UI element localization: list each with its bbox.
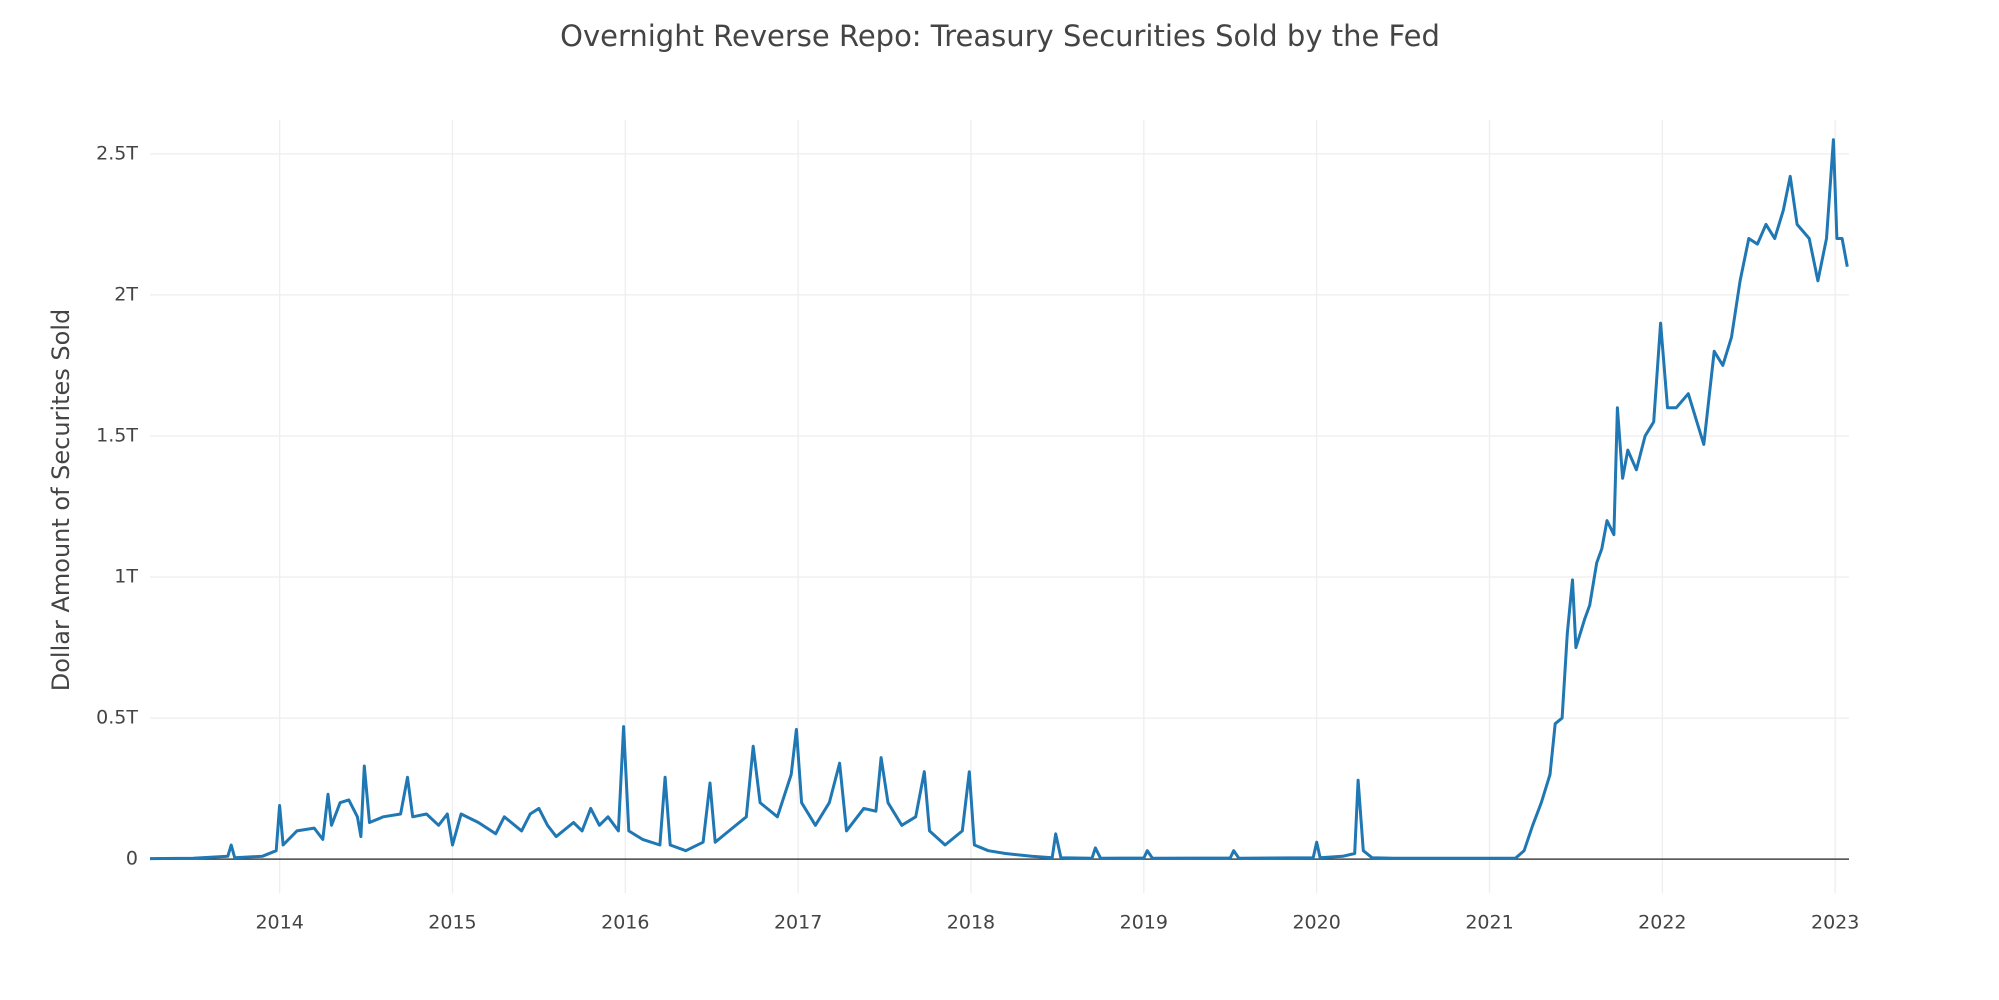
y-tick-label: 2T (114, 283, 138, 305)
x-tick-label: 2021 (1465, 912, 1513, 934)
x-tick-label: 2015 (428, 912, 476, 934)
x-tick-label: 2017 (774, 912, 822, 934)
x-tick-label: 2022 (1638, 912, 1686, 934)
y-tick-label: 2.5T (96, 142, 138, 164)
x-tick-label: 2016 (601, 912, 649, 934)
y-tick-label: 1T (114, 566, 138, 588)
x-tick-label: 2014 (255, 912, 303, 934)
y-tick-label: 0.5T (96, 707, 138, 729)
y-tick-label: 1.5T (96, 424, 138, 446)
x-tick-label: 2019 (1120, 912, 1168, 934)
y-axis-label: Dollar Amount of Securites Sold (47, 309, 75, 691)
y-tick-label: 0 (126, 848, 138, 870)
chart-title: Overnight Reverse Repo: Treasury Securit… (560, 19, 1440, 53)
data-line (149, 138, 1849, 861)
x-tick-label: 2018 (947, 912, 995, 934)
x-tick-label: 2020 (1292, 912, 1340, 934)
x-tick-label: 2023 (1811, 912, 1859, 934)
